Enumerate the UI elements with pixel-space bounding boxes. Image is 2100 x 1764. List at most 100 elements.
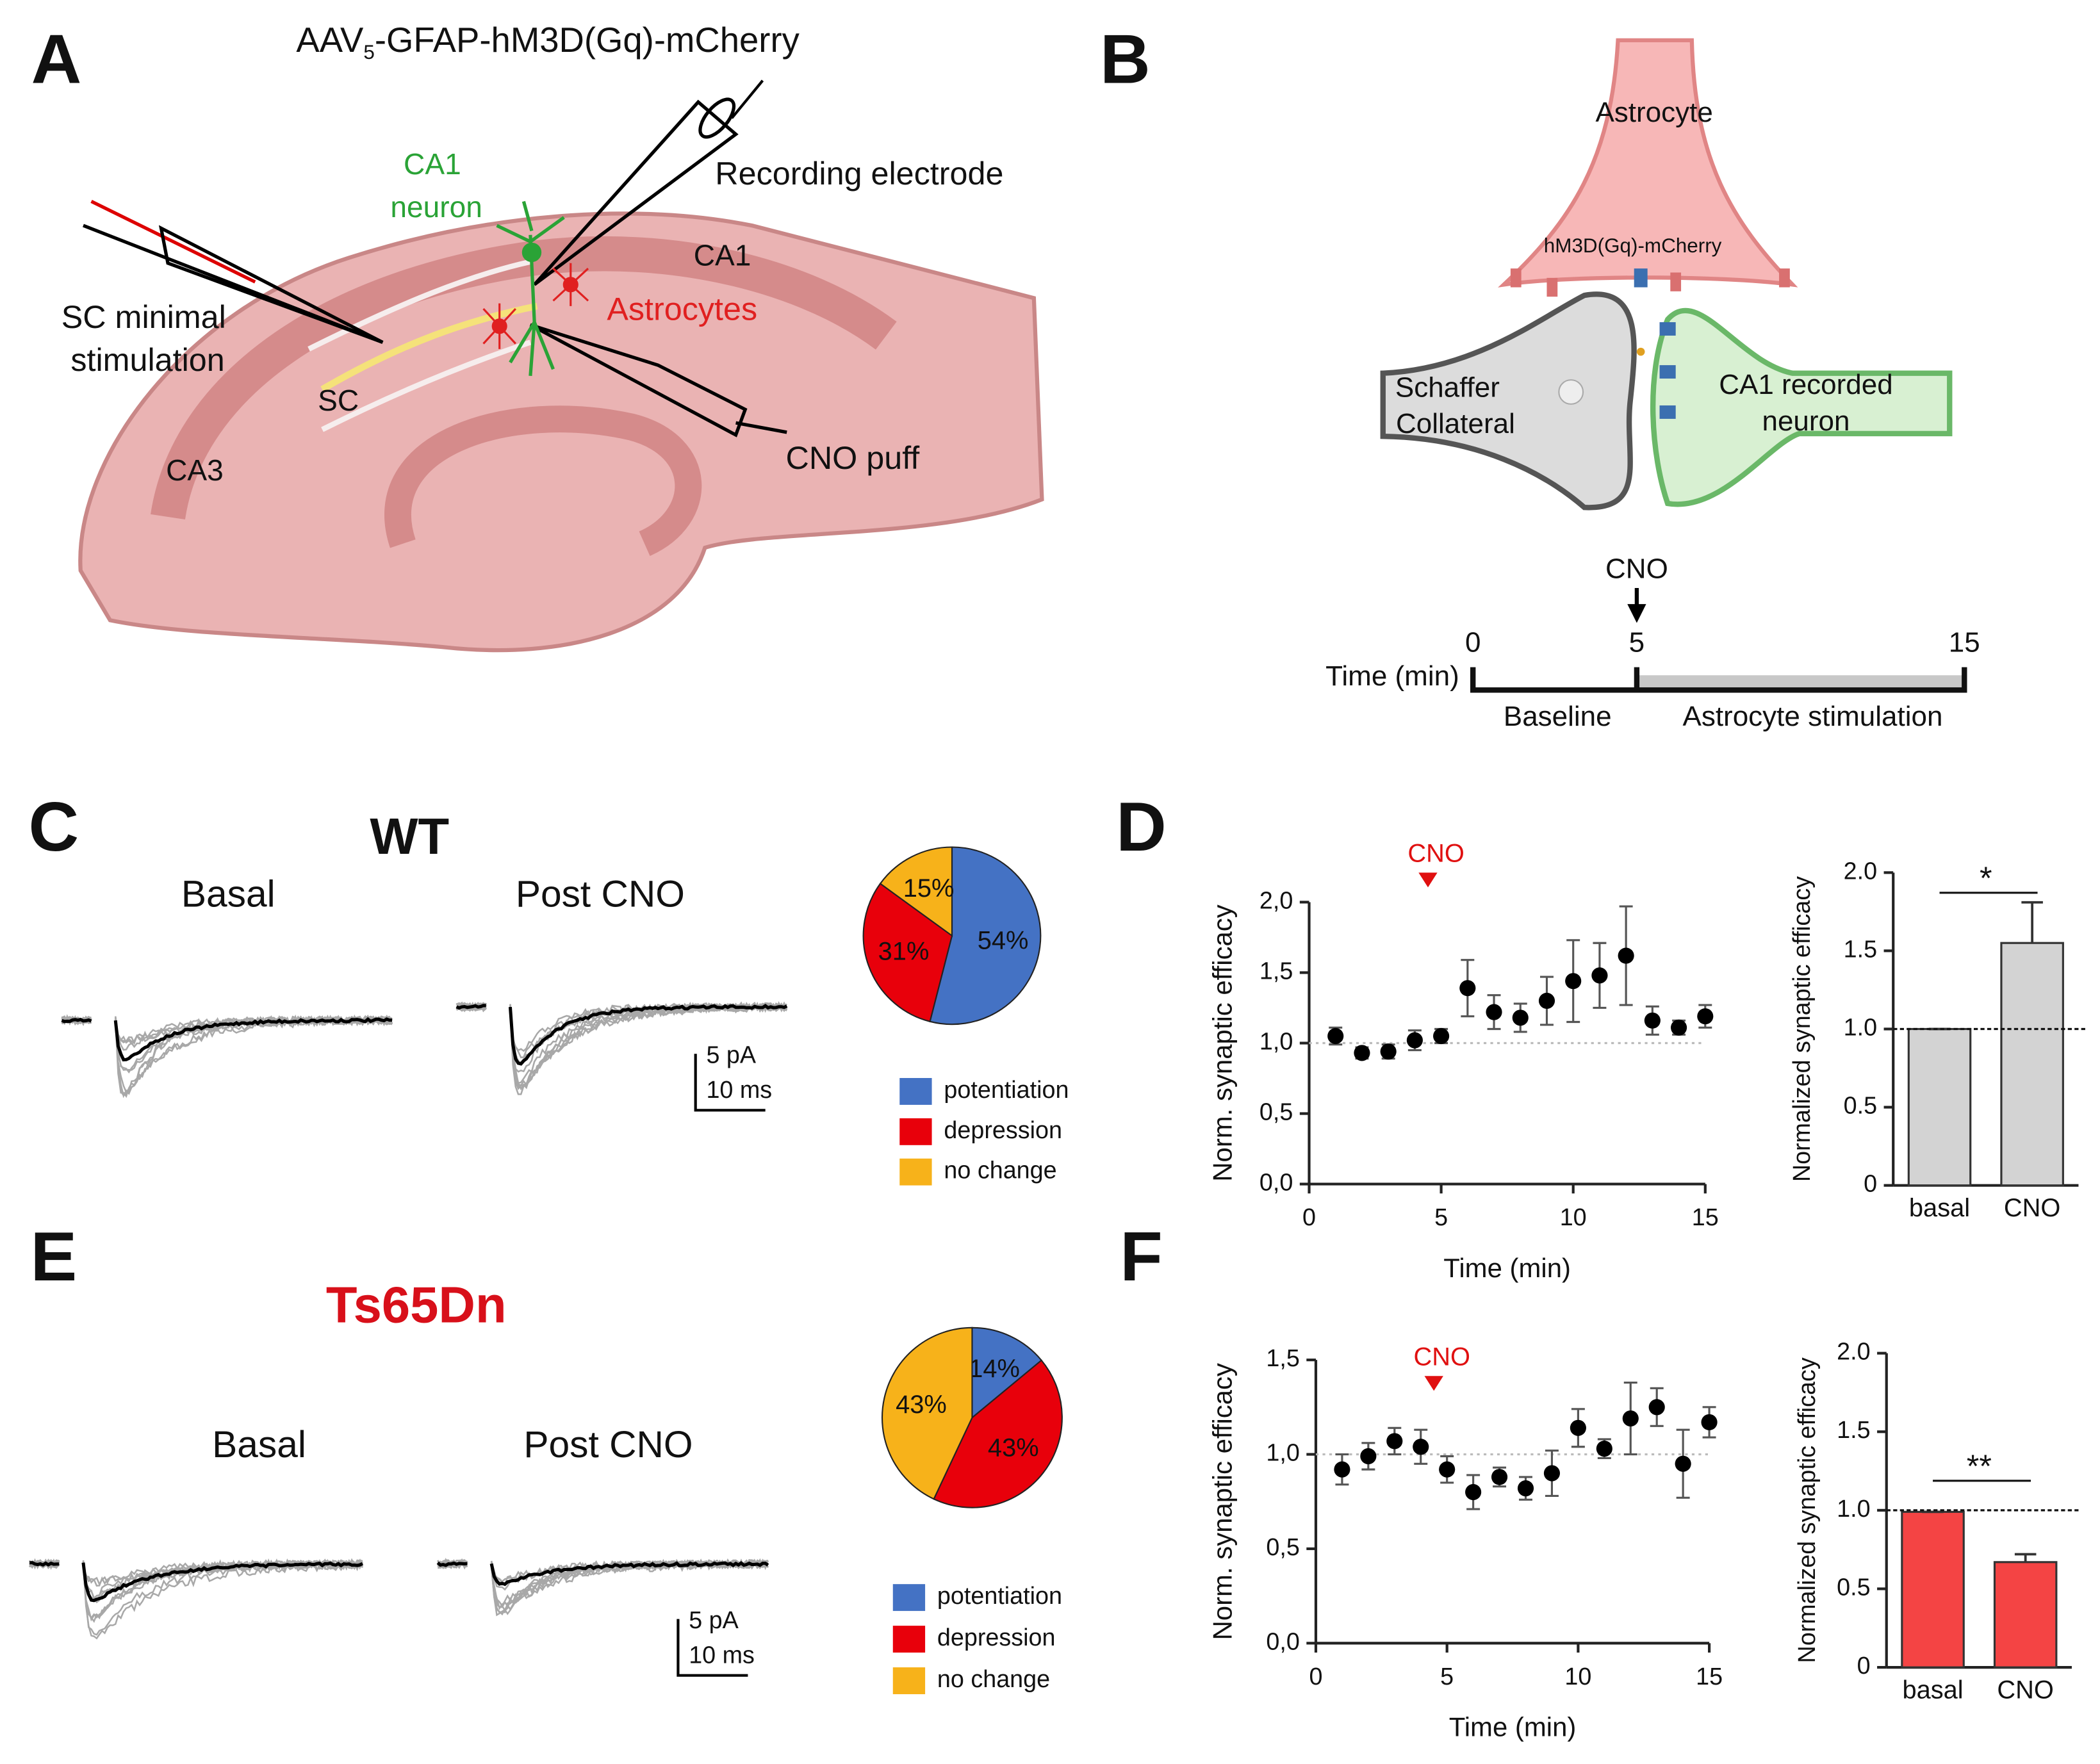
label: SC minimal — [62, 298, 226, 335]
data-point — [1491, 1469, 1508, 1485]
neuron — [496, 200, 565, 377]
legend-label: potentiation — [944, 1076, 1069, 1103]
label: WT — [370, 808, 449, 865]
data-point — [1618, 947, 1634, 964]
data-point — [1459, 980, 1476, 997]
data-point — [1486, 1004, 1502, 1020]
scale-label: 10 ms — [706, 1076, 772, 1103]
schaffer-collateral — [320, 302, 538, 393]
label: Recording electrode — [715, 155, 1003, 192]
significance-label: * — [1980, 860, 1992, 896]
data-point — [1591, 967, 1608, 984]
y-tick-label: 1.0 — [1844, 1013, 1877, 1040]
x-tick-label: 5 — [1440, 1663, 1454, 1690]
data-point — [1565, 973, 1582, 990]
pie-slice — [933, 1359, 1063, 1508]
fiber — [321, 339, 532, 432]
legend-label: no change — [937, 1665, 1050, 1692]
bar — [1907, 1027, 1972, 1187]
timeline-tick-label: 15 — [1949, 627, 1980, 658]
significance-label: ** — [1967, 1448, 1992, 1484]
stimulation-period — [1636, 675, 1965, 690]
y-tick-label: 1,0 — [1266, 1439, 1299, 1466]
label: Schaffer — [1395, 372, 1500, 403]
current-trace — [455, 1004, 788, 1066]
pie-label: 43% — [988, 1434, 1039, 1462]
x-tick-label: 15 — [1696, 1663, 1723, 1690]
data-point — [1538, 992, 1555, 1009]
title-part: -GFAP-hM3D(Gq)-mCherry — [375, 20, 800, 60]
electrode-wire — [90, 200, 256, 284]
current-trace — [61, 1015, 393, 1094]
data-point — [1386, 1433, 1403, 1450]
y-tick-label: 2,0 — [1259, 886, 1293, 913]
electrode-rim — [698, 97, 736, 139]
label: Ts65Dn — [326, 1277, 507, 1334]
current-trace — [436, 1561, 769, 1587]
x-tick-label: 0 — [1309, 1663, 1322, 1690]
x-tick-label: CNO — [1997, 1676, 2053, 1704]
label: SC — [318, 384, 359, 417]
pie-label: 14% — [969, 1355, 1020, 1383]
data-point — [1701, 1414, 1718, 1431]
label: CA1 — [694, 239, 751, 272]
data-point — [1675, 1455, 1691, 1472]
cno-pipette-tip — [735, 421, 787, 434]
label: Basal — [181, 874, 275, 915]
bar — [1993, 1561, 2058, 1669]
recording-electrode — [533, 99, 739, 286]
y-tick-label: 1.5 — [1837, 1416, 1870, 1443]
y-tick-label: 0.5 — [1837, 1573, 1870, 1600]
label: CNO puff — [786, 439, 921, 476]
error-bar — [2014, 1553, 2037, 1562]
x-axis-label: Time (min) — [1449, 1712, 1577, 1742]
x-tick-label: basal — [1909, 1194, 1970, 1222]
data-point — [1360, 1448, 1377, 1465]
bar — [1901, 1510, 1965, 1669]
x-tick-label: 15 — [1692, 1204, 1719, 1230]
y-tick-label: 0,5 — [1266, 1533, 1299, 1560]
legend-label: potentiation — [937, 1582, 1062, 1609]
panel-label: A — [31, 20, 82, 98]
y-axis-label: Normalized synaptic efficacy — [1793, 1357, 1820, 1663]
pyramidal-layer — [151, 236, 897, 520]
panel-label: D — [1116, 788, 1167, 866]
panel-label: B — [1100, 20, 1151, 98]
data-point — [1439, 1461, 1456, 1478]
panel-label: E — [31, 1218, 78, 1296]
label: stimulation — [70, 341, 224, 378]
legend-label: depression — [937, 1624, 1056, 1651]
data-point — [1334, 1461, 1350, 1478]
data-point — [1354, 1045, 1370, 1061]
current-trace — [61, 1014, 393, 1098]
data-point — [1671, 1019, 1687, 1036]
pipette-arrow — [730, 79, 764, 119]
label: Time (min) — [1325, 660, 1459, 692]
y-tick-label: 1,5 — [1266, 1344, 1299, 1371]
x-tick-label: 10 — [1564, 1663, 1591, 1690]
pie-label: 31% — [878, 938, 930, 966]
annotation: CNO — [1407, 840, 1464, 868]
presynaptic-terminal — [1380, 291, 1637, 510]
electrode-cone — [158, 225, 384, 344]
label: Post CNO — [523, 1424, 693, 1466]
label: hM3D(Gq)-mCherry — [1544, 234, 1722, 257]
error-bar — [2021, 901, 2043, 943]
x-tick-label: 10 — [1560, 1204, 1587, 1230]
legend-swatch — [899, 1118, 932, 1145]
label: Astrocyte — [1595, 97, 1712, 128]
data-point — [1648, 1399, 1665, 1416]
fiber — [308, 259, 531, 352]
data-point — [1413, 1439, 1429, 1455]
scale-label: 5 pA — [689, 1606, 739, 1633]
data-point — [1596, 1441, 1612, 1457]
y-tick-label: 0.5 — [1844, 1092, 1877, 1119]
annotation: CNO — [1414, 1343, 1470, 1371]
y-tick-label: 2.0 — [1844, 857, 1877, 884]
legend-swatch — [899, 1078, 932, 1105]
legend-swatch — [892, 1667, 926, 1695]
data-point — [1697, 1008, 1714, 1025]
y-axis-label: Norm. synaptic efficacy — [1208, 1363, 1238, 1640]
